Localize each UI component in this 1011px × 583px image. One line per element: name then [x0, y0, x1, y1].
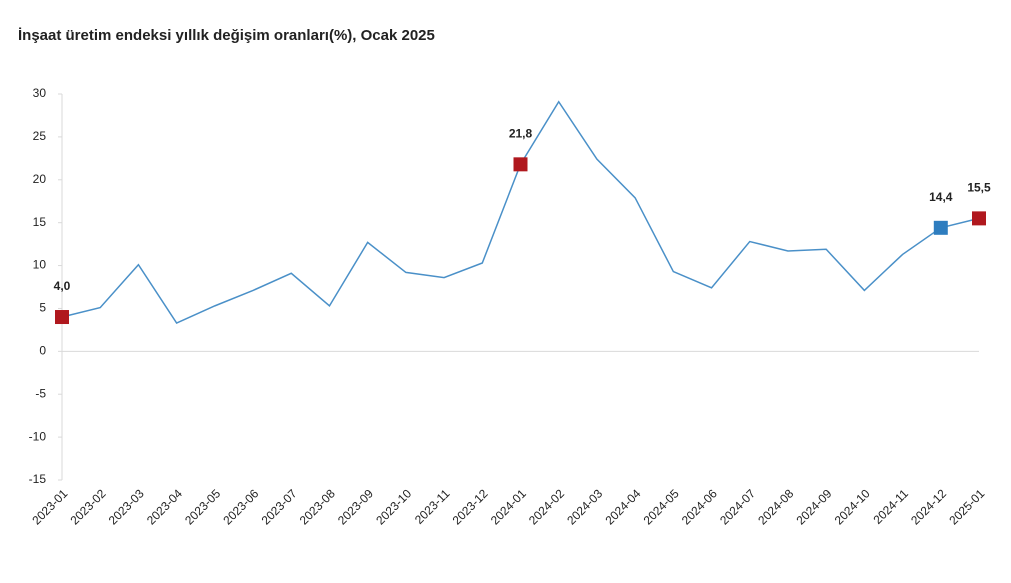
x-tick-label: 2024-09 [793, 486, 834, 527]
y-tick-label: 25 [33, 129, 47, 143]
y-tick-label: -15 [29, 472, 47, 486]
x-tick-label: 2024-10 [832, 486, 873, 527]
x-tick-label: 2024-08 [755, 486, 796, 527]
x-tick-label: 2024-03 [564, 486, 605, 527]
x-tick-label: 2023-11 [412, 486, 453, 527]
x-tick-label: 2025-01 [946, 486, 987, 527]
value-label: 14,4 [929, 190, 953, 204]
value-label: 4,0 [54, 279, 71, 293]
x-tick-label: 2023-03 [106, 486, 147, 527]
x-tick-label: 2023-05 [182, 486, 223, 527]
y-tick-label: 30 [33, 86, 47, 100]
x-tick-label: 2024-07 [717, 486, 758, 527]
x-tick-label: 2023-08 [297, 486, 338, 527]
point-marker [933, 220, 948, 235]
x-tick-label: 2024-06 [679, 486, 720, 527]
x-tick-label: 2023-04 [144, 486, 185, 527]
x-tick-label: 2024-12 [908, 486, 949, 527]
point-marker [513, 157, 528, 172]
value-label: 21,8 [509, 127, 533, 141]
y-tick-label: -5 [35, 386, 46, 400]
y-tick-label: 5 [39, 301, 46, 315]
y-tick-label: 10 [33, 258, 47, 272]
x-tick-label: 2023-02 [68, 486, 109, 527]
y-tick-label: 0 [39, 344, 46, 358]
x-tick-label: 2024-05 [641, 486, 682, 527]
chart-title: İnşaat üretim endeksi yıllık değişim ora… [18, 27, 435, 44]
x-tick-label: 2023-06 [220, 486, 261, 527]
x-tick-label: 2024-02 [526, 486, 567, 527]
point-marker [972, 211, 986, 226]
value-label: 15,5 [967, 181, 991, 195]
y-tick-label: 15 [33, 215, 47, 229]
x-tick-label: 2023-07 [259, 486, 300, 527]
x-tick-label: 2024-01 [488, 486, 529, 527]
x-tick-label: 2023-09 [335, 486, 376, 527]
x-tick-label: 2024-04 [602, 486, 643, 527]
x-tick-label: 2023-01 [29, 486, 70, 527]
y-tick-label: -10 [29, 429, 47, 443]
point-marker [55, 310, 69, 325]
x-tick-label: 2023-10 [373, 486, 414, 527]
y-tick-label: 20 [33, 172, 47, 186]
x-tick-label: 2023-12 [450, 486, 491, 527]
x-tick-label: 2024-11 [871, 486, 912, 527]
